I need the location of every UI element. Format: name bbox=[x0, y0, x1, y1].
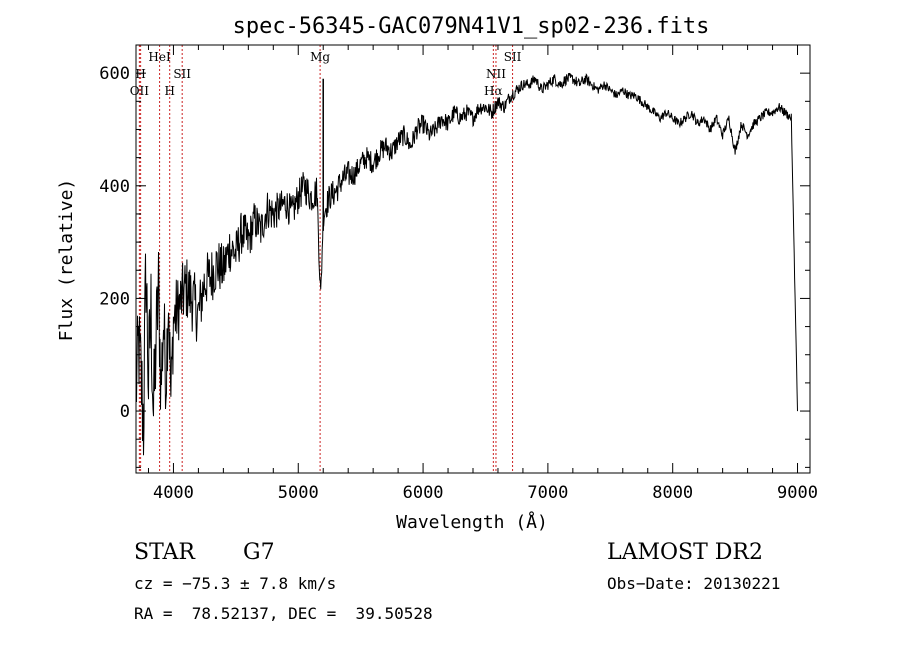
y-tick-label: 0 bbox=[120, 402, 130, 422]
y-tick-label: 600 bbox=[99, 64, 130, 84]
y-tick-label: 400 bbox=[99, 177, 130, 197]
spectrum-series bbox=[135, 72, 798, 456]
spectral-line-label: H bbox=[135, 67, 145, 81]
y-tick-label: 200 bbox=[99, 289, 130, 309]
x-tick-label: 7000 bbox=[527, 483, 568, 503]
spectral-line-label: OII bbox=[130, 84, 150, 98]
spectral-line-label: Hα bbox=[484, 84, 503, 98]
redshift-cz: cz = −75.3 ± 7.8 km/s bbox=[134, 574, 337, 593]
x-tick-label: 8000 bbox=[652, 483, 693, 503]
spectral-line-label: SII bbox=[173, 67, 191, 81]
x-tick-label: 6000 bbox=[403, 483, 444, 503]
spectral-line-label: Mg bbox=[310, 50, 330, 64]
plot-frame bbox=[135, 44, 811, 474]
y-axis-label: Flux (relative) bbox=[56, 179, 77, 342]
x-tick-label: 5000 bbox=[278, 483, 319, 503]
ra-dec: RA = 78.52137, DEC = 39.50528 bbox=[134, 604, 433, 623]
object-subclass: G7 bbox=[243, 540, 275, 565]
x-axis-label: Wavelength (Å) bbox=[396, 511, 548, 533]
spectral-line-label: H bbox=[164, 84, 174, 98]
spectral-line-label: NII bbox=[486, 67, 506, 81]
spectrum-line bbox=[135, 72, 798, 456]
x-tick-label: 4000 bbox=[153, 483, 194, 503]
object-class: STAR bbox=[134, 540, 195, 565]
survey-name: LAMOST DR2 bbox=[607, 540, 763, 565]
spectral-line-label: SII bbox=[504, 50, 522, 64]
y-axis-ticks: 0 200 400 600 bbox=[99, 64, 810, 468]
chart-title: spec-56345-GAC079N41V1_sp02-236.fits bbox=[233, 14, 710, 39]
x-axis-ticks: 4000 5000 6000 7000 8000 9000 bbox=[147, 45, 818, 503]
spectral-line-label: HeI bbox=[148, 50, 171, 64]
observation-date: Obs−Date: 20130221 bbox=[607, 574, 781, 593]
x-tick-label: 9000 bbox=[777, 483, 818, 503]
